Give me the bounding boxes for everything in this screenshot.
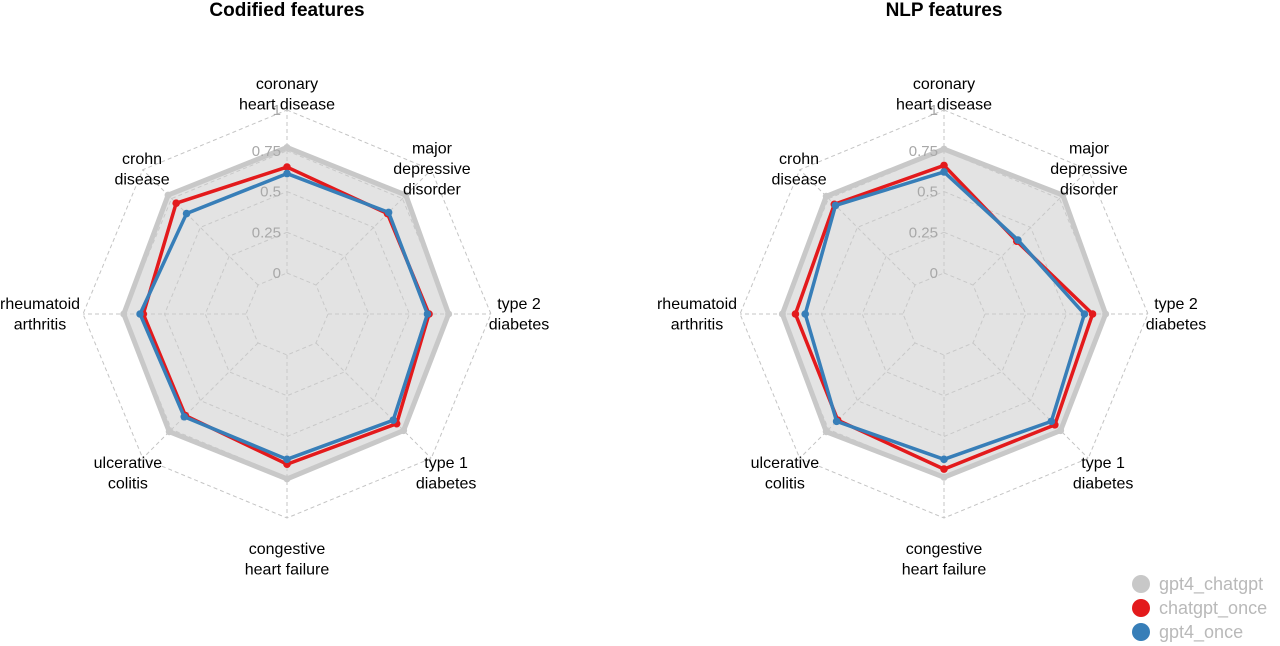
tick-label: 0	[930, 265, 938, 282]
grid-spoke	[799, 169, 916, 286]
data-point	[1057, 427, 1065, 435]
series-line	[779, 146, 1109, 480]
axis-label: rheumatoid arthritis	[0, 296, 80, 334]
data-point	[182, 209, 191, 218]
tick-label: 1	[273, 102, 281, 119]
axis-label: coronary heart disease	[896, 76, 992, 114]
data-point	[283, 455, 291, 464]
axis-label: congestive heart failure	[245, 541, 330, 579]
tick-label: 0.75	[909, 143, 938, 160]
legend-label: gpt4_chatgpt	[1159, 574, 1263, 595]
data-point	[831, 201, 840, 210]
legend-marker	[1132, 623, 1150, 641]
data-point	[791, 310, 800, 318]
axis-label: coronary heart disease	[239, 76, 335, 114]
axis-label: ulcerative colitis	[94, 455, 163, 493]
data-point	[1014, 236, 1022, 244]
grid-spoke	[972, 169, 1089, 286]
axis-label: crohn disease	[114, 151, 169, 189]
legend-marker	[1132, 599, 1150, 617]
series-gpt4_once	[136, 169, 432, 464]
tick-label: 0.25	[909, 224, 938, 241]
data-point	[283, 169, 291, 178]
tick-label: 0	[273, 265, 281, 282]
data-point	[822, 192, 830, 200]
series-line	[121, 144, 452, 482]
tick-label: 0.75	[252, 143, 281, 160]
grid-spoke	[142, 169, 259, 286]
grid-spoke	[315, 169, 432, 286]
series-gpt4_once	[801, 168, 1089, 464]
axis-label: type 2 diabetes	[1146, 296, 1207, 334]
legend-item-gpt4_once: gpt4_once	[1132, 622, 1243, 643]
tick-label: 1	[930, 102, 938, 119]
axis-label: major depressive disorder	[393, 141, 470, 199]
data-point	[423, 310, 432, 318]
data-point	[778, 310, 786, 318]
data-point	[136, 310, 144, 318]
legend-label: gpt4_once	[1159, 622, 1243, 643]
data-point	[1059, 191, 1067, 199]
data-point	[1047, 417, 1056, 426]
data-point	[384, 208, 393, 217]
data-point	[283, 475, 291, 483]
tick-label: 0.5	[917, 184, 938, 201]
data-point	[402, 191, 410, 199]
data-point	[283, 143, 291, 151]
grid-spoke	[315, 342, 432, 459]
chart-legend: gpt4_chatgpt chatgpt_once gpt4_once	[1132, 574, 1267, 643]
panel-title: NLP features	[886, 0, 1003, 21]
data-point	[1102, 310, 1110, 318]
axis-label: major depressive disorder	[1050, 141, 1127, 199]
data-point	[445, 310, 453, 318]
axis-label: type 1 diabetes	[1073, 455, 1134, 493]
legend-item-gpt4_chatgpt: gpt4_chatgpt	[1132, 574, 1263, 595]
data-point	[940, 161, 948, 170]
data-point	[1088, 310, 1097, 318]
panel-title: Codified features	[209, 0, 364, 21]
data-point	[1080, 310, 1089, 318]
data-point	[172, 199, 180, 207]
data-point	[940, 465, 948, 473]
data-point	[165, 428, 173, 436]
data-point	[801, 310, 809, 318]
grid-spoke	[142, 342, 259, 459]
data-point	[832, 417, 841, 426]
grid-spoke	[799, 342, 916, 459]
legend-label: chatgpt_once	[1159, 598, 1267, 619]
series-gpt4_chatgpt	[778, 145, 1110, 481]
data-point	[940, 145, 948, 153]
series-gpt4_chatgpt	[120, 143, 453, 483]
data-point	[940, 473, 948, 481]
grid-spoke	[972, 342, 1089, 459]
axis-label: ulcerative colitis	[751, 455, 820, 493]
data-point	[164, 191, 172, 199]
axis-label: type 2 diabetes	[489, 296, 550, 334]
data-point	[283, 163, 291, 171]
data-point	[400, 427, 408, 435]
axis-label: crohn disease	[771, 151, 826, 189]
axis-label: congestive heart failure	[902, 541, 987, 579]
data-point	[822, 428, 830, 436]
tick-label: 0.5	[260, 184, 281, 201]
data-point	[940, 168, 948, 176]
data-point	[180, 412, 189, 421]
legend-item-chatgpt_once: chatgpt_once	[1132, 598, 1267, 619]
data-point	[120, 310, 128, 318]
legend-marker	[1132, 575, 1150, 593]
data-point	[389, 416, 398, 425]
data-point	[940, 455, 948, 464]
axis-label: rheumatoid arthritis	[657, 296, 737, 334]
tick-label: 0.25	[252, 224, 281, 241]
axis-label: type 1 diabetes	[416, 455, 477, 493]
